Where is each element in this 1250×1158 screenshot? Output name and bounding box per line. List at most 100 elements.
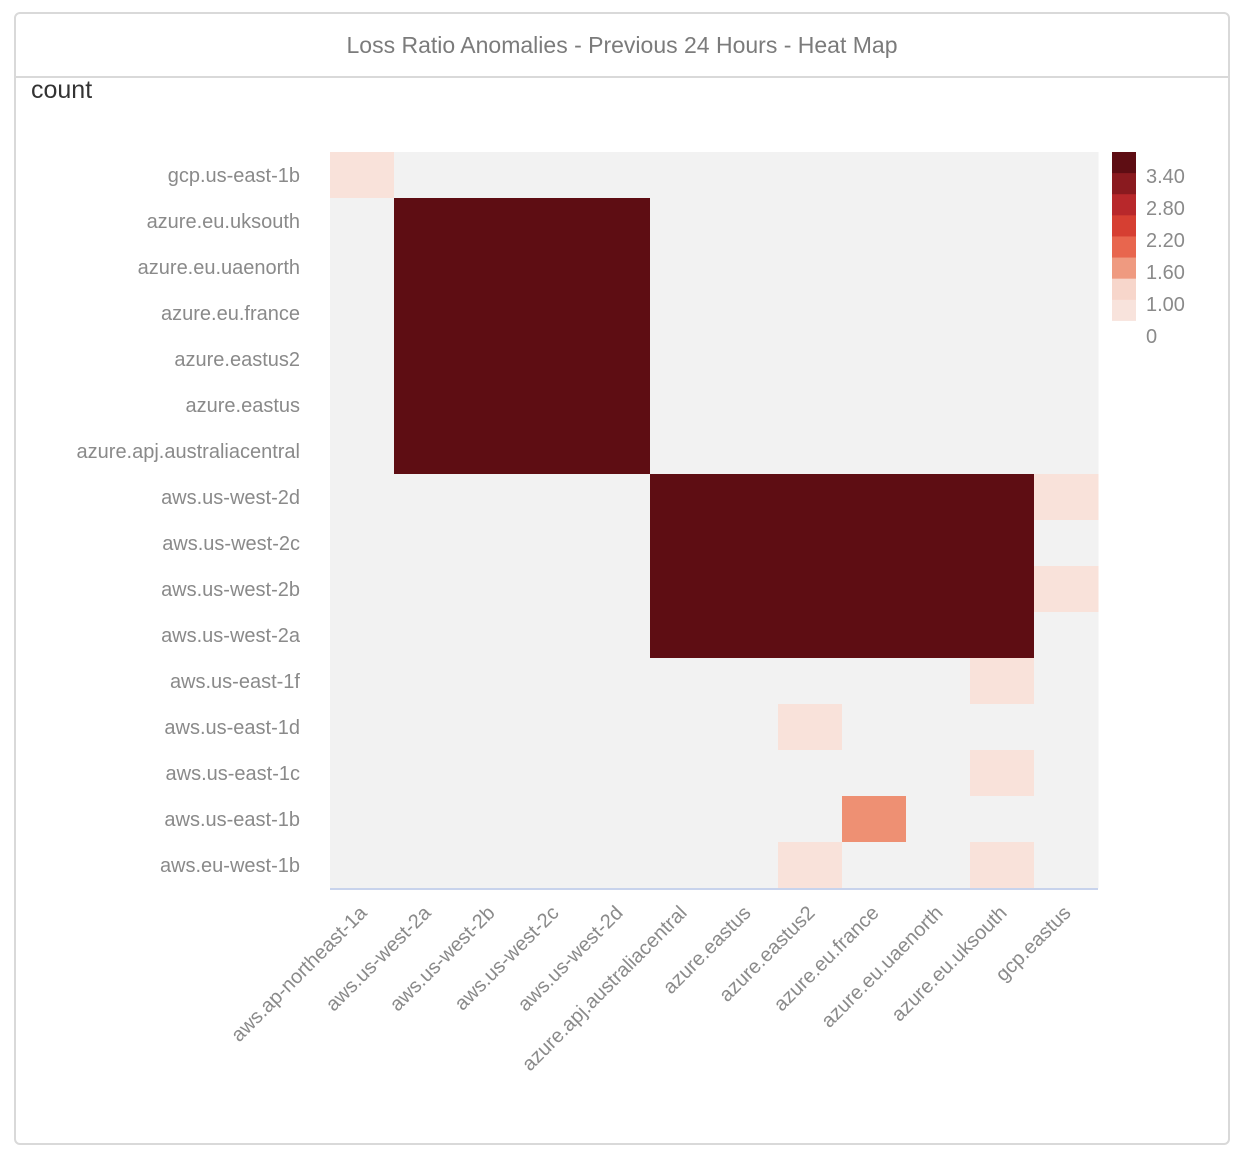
heatmap-cell[interactable]: azure.eu.uksouth / azure.eastus2: 0 [778, 198, 843, 245]
heatmap-cell[interactable]: aws.us-east-1c / aws.us-west-2a: 0 [394, 750, 459, 797]
heatmap-cell[interactable]: aws.us-east-1f / azure.apj.australiacent… [650, 658, 715, 705]
heatmap-cell[interactable]: aws.us-east-1f / azure.eu.france: 0 [842, 658, 907, 705]
heatmap-cell[interactable]: azure.eu.uaenorth / azure.eastus: 0 [714, 244, 779, 291]
heatmap-cell[interactable]: aws.us-east-1d / aws.us-west-2a: 0 [394, 704, 459, 751]
heatmap-cell[interactable]: azure.eastus / azure.eu.france: 0 [842, 382, 907, 429]
heatmap-cell[interactable]: azure.eastus / azure.eastus2: 0 [778, 382, 843, 429]
heatmap-cell[interactable]: azure.eu.france / azure.eastus: 0 [714, 290, 779, 337]
heatmap-cell[interactable]: aws.us-east-1c / aws.us-west-2d: 0 [586, 750, 651, 797]
heatmap-cell[interactable]: azure.eastus2 / azure.eastus2: 0 [778, 336, 843, 383]
heatmap-cell[interactable]: gcp.us-east-1b / gcp.eastus: 0 [1034, 152, 1099, 199]
heatmap-cell[interactable]: aws.us-east-1d / aws.us-west-2d: 0 [586, 704, 651, 751]
heatmap-cell[interactable]: aws.us-east-1b / azure.apj.australiacent… [650, 796, 715, 843]
heatmap-cell[interactable]: azure.eastus / azure.eu.uaenorth: 0 [906, 382, 971, 429]
heatmap-cell[interactable]: azure.eu.uksouth / azure.eastus: 0 [714, 198, 779, 245]
heatmap-cell[interactable]: azure.eu.uaenorth / azure.eu.france: 0 [842, 244, 907, 291]
heatmap-cell[interactable]: azure.eu.uksouth / gcp.eastus: 0 [1034, 198, 1099, 245]
heatmap-cell[interactable]: azure.eastus2 / aws.us-west-2d: 4 [586, 336, 651, 383]
heatmap-cell[interactable]: aws.us-east-1d / azure.apj.australiacent… [650, 704, 715, 751]
heatmap-cell[interactable]: aws.us-west-2b / aws.us-west-2a: 0 [394, 566, 459, 613]
heatmap-cell[interactable]: azure.eu.uksouth / aws.us-west-2c: 4 [522, 198, 587, 245]
heatmap-cell[interactable]: azure.apj.australiacentral / azure.apj.a… [650, 428, 715, 475]
heatmap-cell[interactable]: aws.us-west-2a / azure.eu.france: 4 [842, 612, 907, 659]
heatmap-cell[interactable]: aws.eu-west-1b / aws.us-west-2a: 0 [394, 842, 459, 889]
heatmap-cell[interactable]: aws.us-east-1c / azure.apj.australiacent… [650, 750, 715, 797]
heatmap-cell[interactable]: aws.us-west-2c / aws.us-west-2b: 0 [458, 520, 523, 567]
heatmap-cell[interactable]: azure.apj.australiacentral / azure.eu.uk… [970, 428, 1035, 475]
heatmap-cell[interactable]: aws.us-east-1f / azure.eastus2: 0 [778, 658, 843, 705]
heatmap-cell[interactable]: aws.us-west-2d / azure.eastus: 4 [714, 474, 779, 521]
heatmap-cell[interactable]: aws.us-east-1d / azure.eastus: 0 [714, 704, 779, 751]
heatmap-cell[interactable]: aws.us-east-1b / aws.us-west-2b: 0 [458, 796, 523, 843]
heatmap-cell[interactable]: gcp.us-east-1b / aws.us-west-2c: 0 [522, 152, 587, 199]
heatmap-cell[interactable]: aws.us-west-2a / aws.us-west-2a: 0 [394, 612, 459, 659]
heatmap-cell[interactable]: aws.us-east-1b / gcp.eastus: 0 [1034, 796, 1099, 843]
heatmap-cell[interactable]: aws.us-east-1b / azure.eastus: 0 [714, 796, 779, 843]
heatmap-cell[interactable]: azure.eu.uksouth / azure.apj.australiace… [650, 198, 715, 245]
heatmap-cell[interactable]: aws.us-east-1f / aws.us-west-2c: 0 [522, 658, 587, 705]
heatmap-cell[interactable]: aws.us-east-1b / aws.us-west-2c: 0 [522, 796, 587, 843]
heatmap-cell[interactable]: aws.us-west-2b / azure.eastus2: 4 [778, 566, 843, 613]
heatmap-cell[interactable]: aws.us-east-1b / azure.eu.france: 2 [842, 796, 907, 843]
heatmap-cell[interactable]: gcp.us-east-1b / azure.eastus2: 0 [778, 152, 843, 199]
heatmap-cell[interactable]: aws.us-east-1d / azure.eu.uksouth: 0 [970, 704, 1035, 751]
heatmap-cell[interactable]: azure.eu.uaenorth / aws.us-west-2c: 4 [522, 244, 587, 291]
heatmap-cell[interactable]: aws.us-east-1d / azure.eastus2: 1 [778, 704, 843, 751]
heatmap-cell[interactable]: aws.us-west-2c / aws.us-west-2c: 0 [522, 520, 587, 567]
heatmap-cell[interactable]: azure.eu.france / aws.ap-northeast-1a: 0 [330, 290, 395, 337]
heatmap-cell[interactable]: aws.us-east-1c / aws.us-west-2c: 0 [522, 750, 587, 797]
heatmap-cell[interactable]: aws.us-west-2c / aws.us-west-2d: 0 [586, 520, 651, 567]
heatmap-cell[interactable]: aws.us-west-2c / gcp.eastus: 0 [1034, 520, 1099, 567]
heatmap-cell[interactable]: aws.us-east-1f / azure.eu.uaenorth: 0 [906, 658, 971, 705]
heatmap-cell[interactable]: azure.eu.uaenorth / azure.eastus2: 0 [778, 244, 843, 291]
heatmap-cell[interactable]: azure.eu.uksouth / aws.us-west-2a: 4 [394, 198, 459, 245]
heatmap-cell[interactable]: azure.eu.uksouth / azure.eu.france: 0 [842, 198, 907, 245]
heatmap-cell[interactable]: aws.us-east-1d / azure.eu.france: 0 [842, 704, 907, 751]
heatmap-cell[interactable]: aws.us-west-2b / aws.ap-northeast-1a: 0 [330, 566, 395, 613]
heatmap-cell[interactable]: azure.apj.australiacentral / aws.us-west… [458, 428, 523, 475]
heatmap-cell[interactable]: azure.eu.uaenorth / aws.ap-northeast-1a:… [330, 244, 395, 291]
heatmap-cell[interactable]: azure.eastus / aws.us-west-2d: 4 [586, 382, 651, 429]
heatmap-cell[interactable]: aws.us-east-1f / aws.ap-northeast-1a: 0 [330, 658, 395, 705]
heatmap-cell[interactable]: aws.us-west-2a / aws.ap-northeast-1a: 0 [330, 612, 395, 659]
heatmap-cell[interactable]: aws.us-east-1d / aws.us-west-2b: 0 [458, 704, 523, 751]
heatmap-cell[interactable]: azure.eastus / azure.eastus: 0 [714, 382, 779, 429]
heatmap-cell[interactable]: aws.us-west-2b / aws.us-west-2c: 0 [522, 566, 587, 613]
heatmap-cell[interactable]: aws.us-east-1f / aws.us-west-2b: 0 [458, 658, 523, 705]
heatmap-cell[interactable]: azure.eastus2 / aws.ap-northeast-1a: 0 [330, 336, 395, 383]
heatmap-cell[interactable]: aws.us-east-1f / azure.eastus: 0 [714, 658, 779, 705]
heatmap-cell[interactable]: azure.apj.australiacentral / aws.us-west… [522, 428, 587, 475]
heatmap-cell[interactable]: aws.eu-west-1b / aws.us-west-2d: 0 [586, 842, 651, 889]
heatmap-cell[interactable]: aws.us-west-2b / aws.us-west-2b: 0 [458, 566, 523, 613]
heatmap-cell[interactable]: azure.eu.uaenorth / azure.eu.uksouth: 0 [970, 244, 1035, 291]
heatmap-cell[interactable]: aws.us-west-2a / aws.us-west-2b: 0 [458, 612, 523, 659]
heatmap-cell[interactable]: azure.eu.france / azure.eu.uaenorth: 0 [906, 290, 971, 337]
heatmap-cell[interactable]: azure.eu.uksouth / azure.eu.uaenorth: 0 [906, 198, 971, 245]
heatmap-cell[interactable]: aws.us-east-1f / aws.us-west-2a: 0 [394, 658, 459, 705]
heatmap-cell[interactable]: aws.us-west-2a / aws.us-west-2d: 0 [586, 612, 651, 659]
heatmap-cell[interactable]: azure.apj.australiacentral / azure.eu.ua… [906, 428, 971, 475]
heatmap-cell[interactable]: gcp.us-east-1b / azure.eu.uksouth: 0 [970, 152, 1035, 199]
heatmap-cell[interactable]: azure.eu.uaenorth / aws.us-west-2d: 4 [586, 244, 651, 291]
heatmap-cell[interactable]: aws.us-east-1d / azure.eu.uaenorth: 0 [906, 704, 971, 751]
heatmap-cell[interactable]: aws.eu-west-1b / gcp.eastus: 0 [1034, 842, 1099, 889]
heatmap-cell[interactable]: aws.us-west-2d / gcp.eastus: 1 [1034, 474, 1099, 521]
heatmap-cell[interactable]: aws.us-west-2b / azure.eu.uaenorth: 4 [906, 566, 971, 613]
heatmap-cell[interactable]: gcp.us-east-1b / aws.us-west-2d: 0 [586, 152, 651, 199]
heatmap-cell[interactable]: aws.us-west-2c / azure.eastus2: 4 [778, 520, 843, 567]
heatmap-cell[interactable]: azure.eu.france / aws.us-west-2d: 4 [586, 290, 651, 337]
heatmap-cell[interactable]: aws.us-east-1b / azure.eu.uaenorth: 0 [906, 796, 971, 843]
heatmap-cell[interactable]: azure.eastus2 / azure.eu.uaenorth: 0 [906, 336, 971, 383]
heatmap-cell[interactable]: aws.us-west-2d / aws.us-west-2c: 0 [522, 474, 587, 521]
heatmap-cell[interactable]: azure.eastus / azure.apj.australiacentra… [650, 382, 715, 429]
heatmap-cell[interactable]: azure.eastus2 / aws.us-west-2a: 4 [394, 336, 459, 383]
heatmap-cell[interactable]: gcp.us-east-1b / azure.apj.australiacent… [650, 152, 715, 199]
heatmap-cell[interactable]: azure.eastus / aws.ap-northeast-1a: 0 [330, 382, 395, 429]
heatmap-cell[interactable]: aws.us-west-2d / aws.ap-northeast-1a: 0 [330, 474, 395, 521]
heatmap-cell[interactable]: aws.us-east-1d / aws.ap-northeast-1a: 0 [330, 704, 395, 751]
heatmap-cell[interactable]: azure.eu.uaenorth / azure.apj.australiac… [650, 244, 715, 291]
heatmap-cell[interactable]: azure.eu.uaenorth / gcp.eastus: 0 [1034, 244, 1099, 291]
heatmap-cell[interactable]: aws.us-east-1c / azure.eu.uaenorth: 0 [906, 750, 971, 797]
heatmap-cell[interactable]: aws.us-east-1d / gcp.eastus: 0 [1034, 704, 1099, 751]
heatmap-cell[interactable]: aws.eu-west-1b / azure.eastus2: 1 [778, 842, 843, 889]
